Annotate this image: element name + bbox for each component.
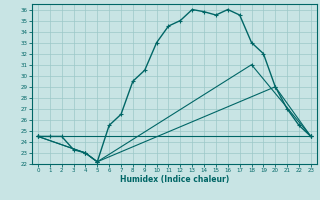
X-axis label: Humidex (Indice chaleur): Humidex (Indice chaleur) [120,175,229,184]
